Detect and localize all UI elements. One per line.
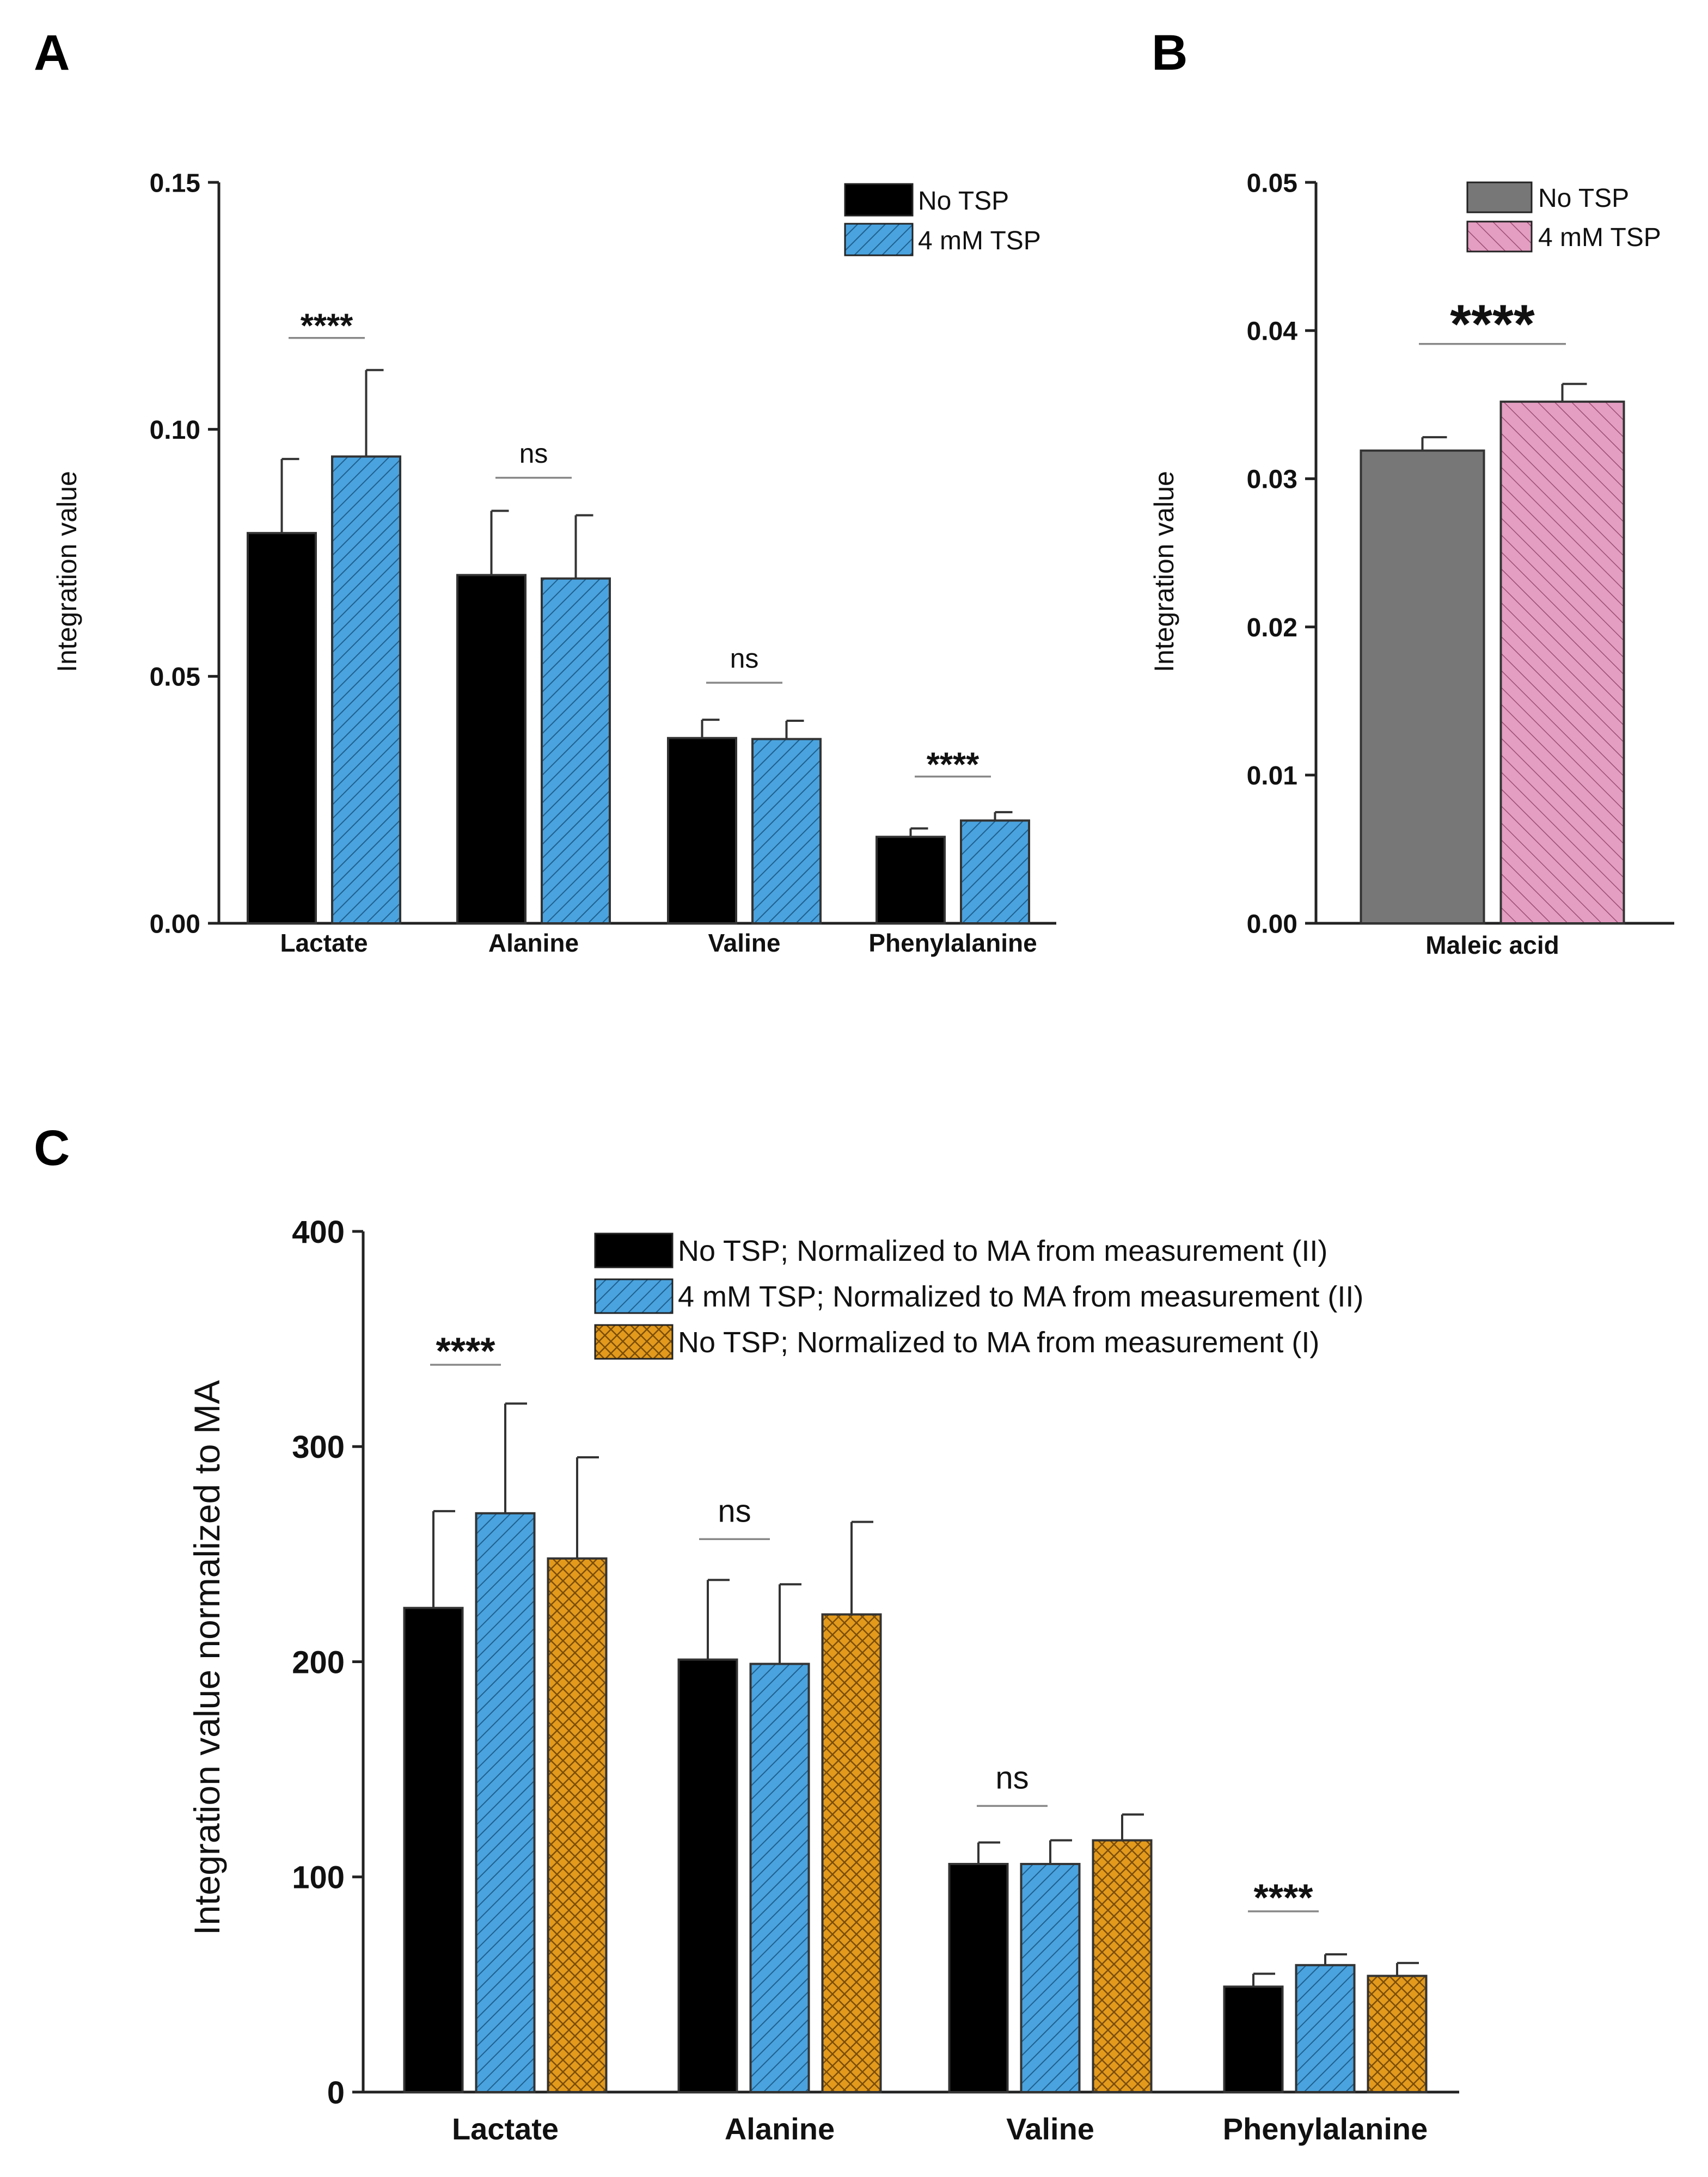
panel-c-legend: No TSP; Normalized to MA from measuremen… — [594, 1232, 1363, 1360]
panel-a-legend: No TSP 4 mM TSP — [844, 183, 1041, 256]
a-bar-alanine-s1 — [541, 577, 611, 924]
c-bar-valine-s2 — [1092, 1839, 1153, 2094]
b-y-tick-label-4: 0.04 — [1247, 317, 1298, 346]
a-y-tick-label-1: 0.05 — [150, 663, 200, 692]
panel-letter-b: B — [1152, 25, 1187, 81]
c-bar-alanine-s0 — [677, 1658, 738, 2094]
a-bar-phenylalanine-s0 — [876, 836, 946, 925]
c-y-tick-label-4: 400 — [292, 1215, 345, 1250]
legend-label-c-series-2: 4 mM TSP; Normalized to MA from measurem… — [678, 1280, 1363, 1313]
legend-swatch-no-tsp-b — [1466, 181, 1533, 213]
c-category-label-lactate: Lactate — [452, 2112, 559, 2146]
c-significance-label-0: **** — [436, 1330, 496, 1372]
a-y-tick-label-3: 0.15 — [150, 169, 200, 198]
legend-swatch-4mm-tsp — [844, 223, 914, 256]
c-category-label-phenylalanine: Phenylalanine — [1223, 2112, 1428, 2146]
legend-label-4mm-tsp-b: 4 mM TSP — [1538, 223, 1661, 252]
a-significance-label-0: **** — [301, 308, 353, 345]
panel-letter-c: C — [34, 1120, 70, 1176]
c-bar-lactate-s2 — [547, 1557, 608, 2093]
legend-label-no-tsp: No TSP — [918, 187, 1009, 216]
c-y-tick-label-2: 200 — [292, 1645, 345, 1680]
c-bar-phenylalanine-s1 — [1295, 1964, 1356, 2093]
a-y-tick-label-2: 0.10 — [150, 416, 200, 445]
legend-swatch-c-series-1 — [594, 1232, 674, 1268]
a-y-tick-label-0: 0.00 — [150, 910, 200, 939]
legend-swatch-c-series-3 — [594, 1324, 674, 1360]
legend-swatch-no-tsp — [844, 183, 914, 217]
c-bar-alanine-s2 — [821, 1613, 882, 2093]
c-significance-label-1: ns — [718, 1493, 751, 1529]
c-category-label-alanine: Alanine — [725, 2112, 835, 2146]
panel-c-y-axis-title: Integration value normalized to MA — [187, 1380, 227, 1935]
legend-label-4mm-tsp: 4 mM TSP — [918, 226, 1041, 255]
a-category-label-alanine: Alanine — [488, 929, 579, 957]
c-significance-label-3: **** — [1254, 1876, 1314, 1919]
c-bar-valine-s1 — [1020, 1863, 1081, 2093]
b-bar-maleic-acid-s1 — [1499, 400, 1625, 924]
b-y-tick-label-5: 0.05 — [1247, 169, 1297, 198]
c-bar-lactate-s1 — [475, 1512, 536, 2094]
legend-label-c-series-3: No TSP; Normalized to MA from measuremen… — [678, 1326, 1319, 1359]
panel-c-chart: Integration value normalized to MA 0 100 2… — [187, 1215, 1459, 2146]
panel-b-legend: No TSP 4 mM TSP — [1466, 181, 1661, 253]
panel-letter-a: A — [34, 25, 70, 81]
a-bar-lactate-s0 — [247, 532, 317, 924]
b-y-tick-label-1: 0.01 — [1247, 762, 1297, 790]
c-bar-phenylalanine-s0 — [1223, 1985, 1284, 2093]
a-bar-phenylalanine-s1 — [960, 819, 1030, 924]
legend-swatch-c-series-2 — [594, 1278, 674, 1314]
c-significance-label-2: ns — [995, 1760, 1029, 1795]
a-significance-label-3: **** — [927, 746, 980, 783]
b-category-label-maleic-acid: Maleic acid — [1425, 931, 1559, 959]
a-bar-valine-s0 — [667, 737, 737, 924]
b-y-tick-label-2: 0.02 — [1247, 614, 1297, 642]
c-y-tick-label-0: 0 — [327, 2075, 345, 2111]
c-category-label-valine: Valine — [1006, 2112, 1094, 2146]
b-bar-maleic-acid-s0 — [1360, 449, 1485, 924]
a-significance-label-2: ns — [730, 643, 759, 674]
legend-swatch-4mm-tsp-b — [1466, 220, 1533, 253]
c-bar-phenylalanine-s2 — [1367, 1974, 1428, 2093]
c-y-tick-label-3: 300 — [292, 1430, 345, 1465]
c-bar-alanine-s1 — [749, 1663, 810, 2093]
a-category-label-phenylalanine: Phenylalanine — [868, 929, 1037, 957]
a-category-label-valine: Valine — [708, 929, 781, 957]
c-bar-valine-s0 — [948, 1863, 1009, 2093]
panel-a-y-axis-title: Integration value — [52, 471, 82, 672]
a-significance-label-1: ns — [519, 438, 548, 469]
panel-b-y-axis-title: Integration value — [1149, 471, 1179, 672]
panel-b-chart: Integration value 0.00 0.01 0.02 0.03 0.04 0.… — [1149, 169, 1674, 959]
a-bar-lactate-s1 — [331, 455, 401, 924]
legend-label-c-series-1: No TSP; Normalized to MA from measuremen… — [678, 1235, 1327, 1267]
a-bar-valine-s1 — [751, 738, 822, 925]
b-significance-label-0: **** — [1450, 294, 1535, 355]
c-y-tick-label-1: 100 — [292, 1860, 345, 1896]
b-y-tick-label-3: 0.03 — [1247, 465, 1297, 494]
panel-a-chart: Integration value 0.00 0.05 0.10 0.15 **** n… — [52, 169, 1056, 957]
b-y-tick-label-0: 0.00 — [1247, 910, 1297, 939]
c-bar-lactate-s0 — [403, 1606, 464, 2093]
a-category-label-lactate: Lactate — [280, 929, 368, 957]
legend-label-no-tsp-b: No TSP — [1538, 184, 1629, 213]
a-bar-alanine-s0 — [456, 574, 527, 924]
